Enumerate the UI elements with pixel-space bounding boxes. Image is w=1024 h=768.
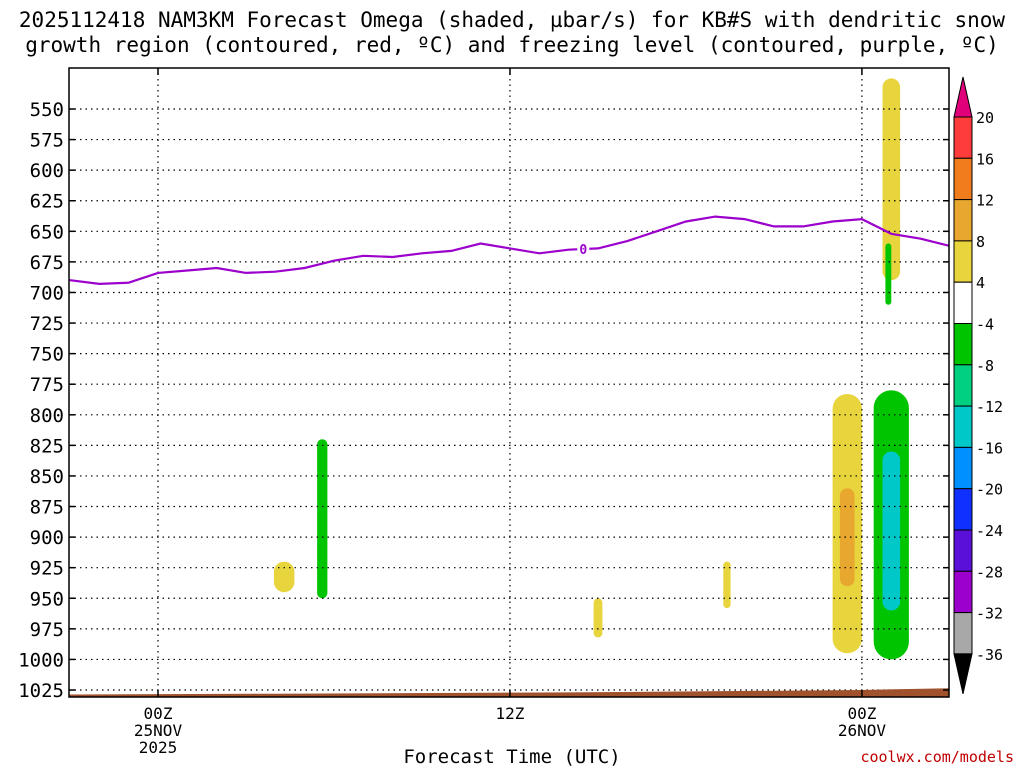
ytick-label-975: 975 xyxy=(30,619,64,641)
omega-region-2 xyxy=(593,598,603,638)
terrain-fill xyxy=(69,688,949,697)
omega-region-0 xyxy=(273,561,295,593)
x-axis-title: Forecast Time (UTC) xyxy=(403,746,621,768)
fzl-contour-label-0: 0 xyxy=(579,243,587,258)
colorbar-swatch-6 xyxy=(953,364,973,407)
colorbar-swatch-8 xyxy=(953,446,973,490)
colorbar-label-4: 4 xyxy=(976,274,985,292)
colorbar-swatch-7 xyxy=(953,405,973,448)
colorbar-label-1: 16 xyxy=(976,150,994,168)
chart-title-line1: 2025112418 NAM3KM Forecast Omega (shaded… xyxy=(18,8,1006,32)
colorbar-swatch-12 xyxy=(953,612,973,655)
colorbar-swatch-11 xyxy=(953,570,973,614)
ytick-label-550: 550 xyxy=(30,99,64,121)
freezing-level-line xyxy=(69,215,949,286)
ytick-label-1025: 1025 xyxy=(18,680,64,702)
omega-region-5 xyxy=(839,488,855,587)
ytick-label-950: 950 xyxy=(30,588,64,610)
xtick-label-30-1: 26NOV xyxy=(838,721,887,740)
fzl-label-bg-0 xyxy=(577,241,590,256)
ytick-label-775: 775 xyxy=(30,374,64,396)
ytick-label-600: 600 xyxy=(30,160,64,182)
ytick-label-675: 675 xyxy=(30,252,64,274)
colorbar-label-8: -16 xyxy=(976,439,1003,457)
ytick-label-575: 575 xyxy=(30,130,64,152)
freezing-level-layer: 000 xyxy=(69,215,949,286)
colorbar-swatch-4 xyxy=(953,281,973,325)
colorbar-swatch-3 xyxy=(953,240,973,283)
colorbar-label-7: -12 xyxy=(976,398,1003,416)
xtick-label-6-1: 25NOV xyxy=(134,721,183,740)
colorbar-top-arrow xyxy=(953,76,973,118)
y-axis: 550 575 600 625 650 675 700 725 750 775 800 825 850 8… xyxy=(18,99,949,702)
plot-frame xyxy=(68,67,950,698)
chart-title-line2: growth region (contoured, red, ºC) and f… xyxy=(25,33,999,57)
ytick-label-925: 925 xyxy=(30,558,64,580)
ytick-label-725: 725 xyxy=(30,313,64,335)
colorbar-label-10: -24 xyxy=(976,522,1003,540)
omega-region-7 xyxy=(882,451,901,611)
colorbar-label-6: -8 xyxy=(976,357,994,375)
omega-shading-layer xyxy=(273,78,909,660)
colorbar-label-5: -4 xyxy=(976,316,994,334)
ytick-label-900: 900 xyxy=(30,527,64,549)
xtick-label-6-2: 2025 xyxy=(139,738,178,757)
ytick-label-625: 625 xyxy=(30,191,64,213)
ytick-label-700: 700 xyxy=(30,282,64,304)
colorbar-label-0: 20 xyxy=(976,109,994,127)
credit-link[interactable]: coolwx.com/models xyxy=(860,748,1014,766)
colorbar-label-11: -28 xyxy=(976,563,1003,581)
colorbar-swatch-5 xyxy=(953,323,973,366)
colorbar-swatch-9 xyxy=(953,488,973,531)
ytick-label-800: 800 xyxy=(30,405,64,427)
colorbar-label-2: 12 xyxy=(976,192,994,210)
ytick-label-850: 850 xyxy=(30,466,64,488)
ytick-label-650: 650 xyxy=(30,221,64,243)
xtick-label-18-0: 12Z xyxy=(496,704,525,723)
ytick-label-750: 750 xyxy=(30,344,64,366)
terrain-layer xyxy=(69,688,949,697)
colorbar-swatch-2 xyxy=(953,199,973,242)
xtick-label-6-0: 00Z xyxy=(144,704,173,723)
colorbar-swatch-10 xyxy=(953,529,973,572)
colorbar-label-12: -32 xyxy=(976,605,1003,623)
ytick-label-875: 875 xyxy=(30,497,64,519)
colorbar-label-9: -20 xyxy=(976,481,1003,499)
colorbar-label-13: -36 xyxy=(976,646,1003,664)
grid-layer xyxy=(69,68,949,697)
colorbar-bottom-arrow xyxy=(953,653,973,695)
ytick-label-1000: 1000 xyxy=(18,649,64,671)
x-axis: 00Z25NOV202512Z00Z26NOV12Z00Z27NOV xyxy=(134,68,887,757)
colorbar-label-3: 8 xyxy=(976,233,985,251)
colorbar-swatch-1 xyxy=(953,157,973,201)
omega-region-8 xyxy=(882,78,901,281)
colorbar-swatch-0 xyxy=(953,116,973,159)
ytick-label-825: 825 xyxy=(30,435,64,457)
omega-region-3 xyxy=(723,561,731,609)
omega-region-9 xyxy=(885,243,892,305)
omega-region-1 xyxy=(317,439,328,599)
xtick-label-30-0: 00Z xyxy=(847,704,876,723)
colorbar: 20 16 12 8 4 -4 -8 -12 -16 -20 -24 -28 -32 -36 xyxy=(953,76,1003,695)
